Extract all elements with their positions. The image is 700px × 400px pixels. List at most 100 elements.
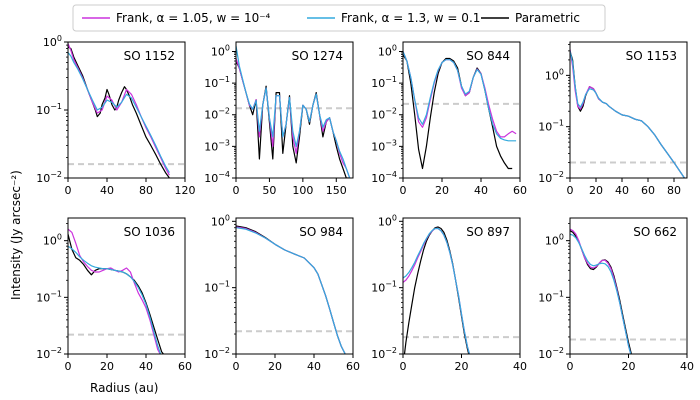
y-tick-label: 10−1 — [204, 280, 230, 295]
y-tick-label: 100 — [43, 233, 62, 248]
series-line-parametric — [236, 225, 346, 354]
x-tick-label: 0 — [65, 360, 72, 373]
y-tick-label: 100 — [43, 34, 62, 49]
panel-title: SO 844 — [466, 49, 510, 63]
axes-frame — [569, 41, 688, 179]
axes-frame — [67, 217, 186, 355]
x-tick-label: 60 — [641, 184, 655, 197]
y-tick-label: 10−1 — [371, 280, 397, 295]
x-tick-label: 0 — [567, 184, 574, 197]
y-tick-label: 10−3 — [371, 138, 397, 153]
x-tick-label: 100 — [292, 184, 313, 197]
panel-8: SO 662 0 20 40 10−2 10−1 100 — [538, 217, 694, 373]
panel-title: SO 662 — [633, 225, 677, 239]
y-tick-label: 10−2 — [371, 346, 397, 361]
plot-area — [403, 51, 520, 170]
x-tick-label: 80 — [139, 184, 153, 197]
panel-1: SO 1152 0 40 80 120 10−2 10−1 100 — [36, 34, 195, 197]
x-axis-label: Radius (au) — [90, 381, 158, 395]
x-tick-label: 150 — [326, 184, 347, 197]
x-tick-label: 0 — [400, 184, 407, 197]
x-tick-label: 20 — [268, 360, 282, 373]
x-tick-label: 60 — [513, 184, 527, 197]
series-line-frank-cyan — [236, 45, 351, 178]
series-line-parametric — [403, 226, 470, 354]
y-tick-label: 10−1 — [371, 75, 397, 90]
y-tick-label: 10−2 — [538, 346, 564, 361]
y-tick-label: 10−4 — [371, 170, 397, 185]
panel-4: SO 1153 0 20 40 60 80 10−2 10−1 100 — [538, 41, 688, 197]
axes-frame — [402, 41, 521, 179]
plot-area — [236, 45, 353, 178]
y-tick-label: 10−4 — [204, 170, 230, 185]
x-tick-label: 40 — [100, 184, 114, 197]
plot-area — [68, 228, 185, 354]
series-line-frank-cyan — [403, 51, 517, 142]
y-tick-label: 10−2 — [204, 346, 230, 361]
series-line-parametric — [403, 54, 513, 170]
x-tick-label: 40 — [615, 184, 629, 197]
series-line-parametric — [68, 234, 165, 354]
y-tick-label: 100 — [545, 67, 564, 82]
series-line-frank-cyan — [68, 52, 170, 173]
x-tick-label: 40 — [513, 360, 527, 373]
panel-3: SO 844 0 20 40 60 10−4 10−3 10−2 10−1 100 — [371, 41, 527, 197]
x-tick-label: 20 — [589, 184, 603, 197]
legend-frame — [72, 4, 606, 32]
x-tick-label: 20 — [100, 360, 114, 373]
panel-title: SO 897 — [466, 225, 510, 239]
y-tick-label: 10−2 — [36, 170, 62, 185]
series-line-parametric — [570, 50, 685, 178]
plot-area — [403, 226, 520, 354]
x-tick-label: 20 — [435, 184, 449, 197]
axes-frame — [235, 41, 354, 179]
y-axis-label: Intensity (Jy arcsec⁻²) — [9, 170, 23, 300]
plot-area — [570, 228, 687, 354]
x-tick-label: 0 — [65, 184, 72, 197]
panel-title: SO 984 — [299, 225, 343, 239]
series-line-parametric — [570, 230, 633, 354]
x-tick-label: 50 — [262, 184, 276, 197]
x-tick-label: 40 — [307, 360, 321, 373]
legend: Frank, α = 1.05, w = 10⁻⁴ Frank, α = 1.3… — [72, 4, 606, 32]
series-line-frank-magenta — [68, 43, 170, 176]
y-tick-label: 10−1 — [36, 289, 62, 304]
series-line-frank-magenta — [236, 58, 351, 178]
panel-6: SO 984 0 20 40 60 10−2 10−1 100 — [204, 213, 360, 373]
panel-7: SO 897 0 20 40 10−2 10−1 100 — [371, 213, 527, 373]
y-tick-label: 10−2 — [204, 107, 230, 122]
x-tick-label: 20 — [455, 360, 469, 373]
y-tick-label: 100 — [211, 213, 230, 228]
x-tick-label: 0 — [400, 360, 407, 373]
panel-title: SO 1036 — [124, 225, 175, 239]
y-tick-label: 10−1 — [538, 289, 564, 304]
x-tick-label: 20 — [622, 360, 636, 373]
y-tick-label: 10−1 — [204, 75, 230, 90]
y-tick-label: 10−1 — [538, 119, 564, 134]
x-tick-label: 0 — [567, 360, 574, 373]
x-tick-label: 80 — [667, 184, 681, 197]
panel-5: SO 1036 0 20 40 60 10−2 10−1 100 — [36, 217, 192, 373]
series-line-frank-cyan — [236, 227, 346, 354]
series-line-frank-cyan — [68, 245, 162, 354]
panel-title: SO 1274 — [292, 49, 343, 63]
y-tick-label: 10−3 — [204, 138, 230, 153]
y-tick-label: 100 — [378, 213, 397, 228]
series-line-parametric — [236, 60, 350, 178]
series-line-frank-cyan — [403, 227, 471, 354]
panel-title: SO 1152 — [124, 49, 175, 63]
series-line-frank-magenta — [68, 228, 161, 354]
x-tick-label: 60 — [178, 360, 192, 373]
y-tick-label: 10−1 — [36, 102, 62, 117]
y-tick-label: 100 — [545, 233, 564, 248]
panel-title: SO 1153 — [626, 49, 677, 63]
y-tick-label: 100 — [378, 43, 397, 58]
y-tick-label: 100 — [211, 43, 230, 58]
series-line-parametric — [68, 46, 171, 178]
panel-2: SO 1274 0 50 100 150 10−4 10−3 10−2 10−1 100 — [204, 41, 354, 197]
x-tick-label: 0 — [233, 184, 240, 197]
x-tick-label: 0 — [233, 360, 240, 373]
y-tick-label: 10−2 — [371, 107, 397, 122]
plot-area — [236, 225, 353, 354]
